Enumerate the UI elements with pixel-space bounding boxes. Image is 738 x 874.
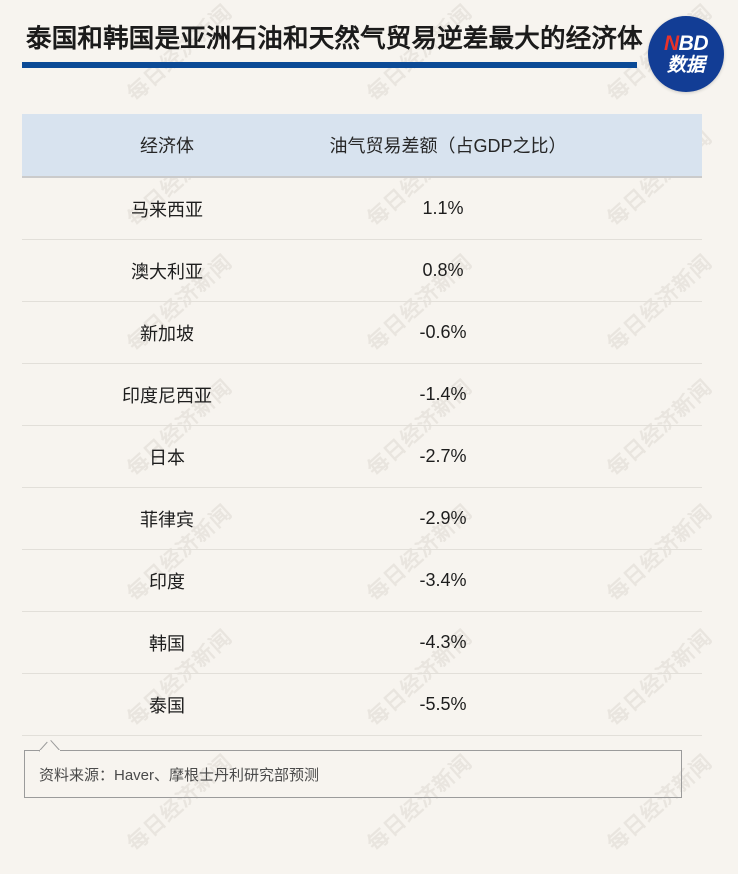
table-row: 澳大利亚 0.8% — [22, 240, 702, 302]
cell-economy: 菲律宾 — [140, 509, 194, 530]
cell-economy: 马来西亚 — [131, 199, 203, 220]
nbd-logo-subtitle: 数据 — [666, 55, 705, 76]
column-header-economy: 经济体 — [140, 136, 194, 156]
cell-economy: 泰国 — [149, 695, 185, 716]
title-underline-rule — [22, 62, 637, 68]
cell-value: -5.5% — [419, 694, 467, 714]
table-row: 菲律宾 -2.9% — [22, 488, 702, 550]
table-row: 韩国 -4.3% — [22, 612, 702, 674]
table-row: 印度尼西亚 -1.4% — [22, 364, 702, 426]
nbd-logo-letters: NBD — [663, 32, 709, 55]
header: 泰国和韩国是亚洲石油和天然气贸易逆差最大的经济体 NBD 数据 — [0, 0, 738, 100]
table-row: 日本 -2.7% — [22, 426, 702, 488]
cell-economy: 印度尼西亚 — [122, 385, 212, 406]
table-row: 马来西亚 1.1% — [22, 178, 702, 240]
cell-economy: 新加坡 — [140, 323, 194, 344]
nbd-logo-letter-n: N — [663, 32, 679, 55]
cell-value: 1.1% — [422, 198, 464, 218]
table-row: 泰国 -5.5% — [22, 674, 702, 736]
cell-value: -3.4% — [419, 570, 467, 590]
cell-value: -1.4% — [419, 384, 467, 404]
cell-economy: 澳大利亚 — [131, 261, 203, 282]
source-note-text: 资料来源：Haver、摩根士丹利研究部预测 — [39, 767, 320, 784]
cell-value: -4.3% — [419, 632, 467, 652]
cell-value: 0.8% — [422, 260, 464, 280]
nbd-logo-letters-bd: BD — [678, 32, 709, 55]
cell-economy: 韩国 — [149, 633, 185, 654]
table-header-row: 经济体 油气贸易差额（占GDP之比） — [22, 114, 702, 178]
cell-economy: 印度 — [149, 571, 185, 592]
cell-value: -0.6% — [419, 322, 467, 342]
source-note-notch-mask — [40, 750, 60, 753]
source-note-box: 资料来源：Haver、摩根士丹利研究部预测 — [24, 750, 682, 798]
cell-economy: 日本 — [149, 447, 185, 468]
table-body: 马来西亚 1.1% 澳大利亚 0.8% 新加坡 -0.6% 印度尼西亚 -1.4% 日本 -2.7… — [22, 178, 702, 736]
cell-value: -2.7% — [419, 446, 467, 466]
cell-value: -2.9% — [419, 508, 467, 528]
page-title: 泰国和韩国是亚洲石油和天然气贸易逆差最大的经济体 — [26, 25, 643, 53]
column-header-value: 油气贸易差额（占GDP之比） — [329, 136, 567, 156]
nbd-logo: NBD 数据 — [648, 16, 724, 92]
data-table: 经济体 油气贸易差额（占GDP之比） 马来西亚 1.1% 澳大利亚 0.8% 新加坡 -0… — [22, 114, 702, 736]
table-row: 印度 -3.4% — [22, 550, 702, 612]
table-row: 新加坡 -0.6% — [22, 302, 702, 364]
